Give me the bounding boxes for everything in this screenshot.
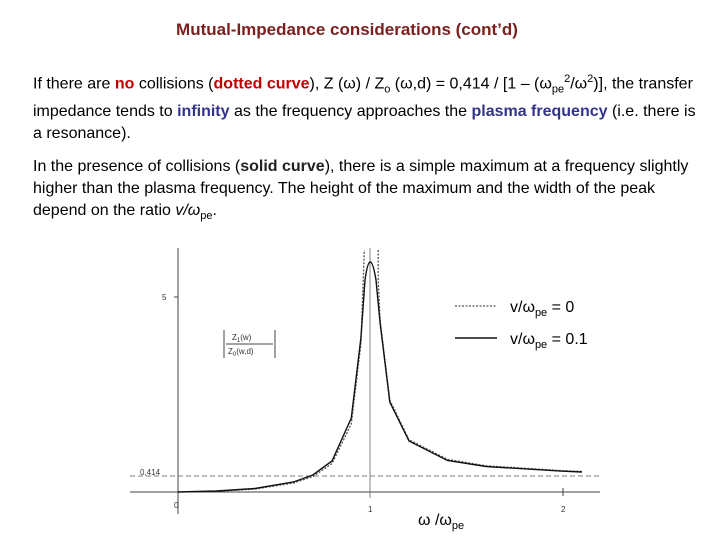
text: Z (232, 333, 237, 342)
x-title: ω /ωpe (418, 512, 464, 532)
text: )], the transfer impedance tends to (33, 75, 693, 120)
text: 2 (564, 73, 571, 85)
text: . (212, 202, 217, 219)
text: no (114, 75, 135, 93)
text: = 0.1 (547, 331, 588, 348)
text: In the presence of collisions ( (33, 158, 241, 175)
text: (i.e. there is a resonance). (33, 102, 696, 142)
text: dotted curve (213, 75, 310, 93)
text: 2 (587, 73, 594, 85)
text: o (384, 83, 391, 96)
text: v/ω (175, 202, 201, 219)
text: ω /ω (418, 512, 452, 529)
y-tick-label: 5 (162, 293, 167, 302)
text: pe (535, 307, 547, 319)
text: ), Z (ω) / Z (309, 75, 385, 93)
text: 0 (233, 352, 237, 358)
text: v/ω (510, 331, 535, 348)
y-title: Z1(w) (232, 333, 252, 344)
text: Z (228, 347, 233, 356)
text: pe (535, 339, 547, 351)
text: = 0 (547, 299, 574, 316)
text: If there are (33, 75, 115, 93)
slide-title: Mutual-Impedance considerations (cont’d) (176, 20, 518, 39)
x-tick-label: 1 (368, 505, 373, 514)
x-tick-label: 2 (561, 505, 566, 514)
text: 1 (237, 338, 241, 344)
text: pe (452, 520, 464, 532)
text: solid curve (240, 158, 325, 175)
solid-curve (177, 261, 583, 493)
text: ), there is a simple maximum at a freque… (33, 158, 689, 219)
text: (ω,d) = 0,414 / [1 – (ω (390, 75, 552, 93)
x-tick-label: 0 (174, 501, 179, 510)
text: plasma frequency (471, 102, 608, 120)
text: (w,d) (236, 347, 254, 356)
text: pe (200, 210, 213, 223)
text: collisions ( (134, 75, 214, 93)
text: as the frequency approaches the (229, 102, 472, 120)
text: pe (551, 83, 565, 96)
text: infinity (177, 102, 230, 120)
y-tick-label: 0,414 (140, 468, 161, 477)
legend-label: v/ωpe = 0.1 (510, 331, 588, 351)
legend-label: v/ωpe = 0 (510, 299, 574, 319)
text: /ω (570, 75, 588, 93)
y-title: Z0(w,d) (228, 347, 254, 358)
paragraph: In the presence of collisions (solid cur… (33, 156, 708, 227)
text: v/ω (510, 299, 535, 316)
text: (w) (240, 333, 251, 342)
paragraph: If there are no collisions (dotted curve… (33, 68, 708, 145)
dotted-curve (177, 249, 583, 493)
